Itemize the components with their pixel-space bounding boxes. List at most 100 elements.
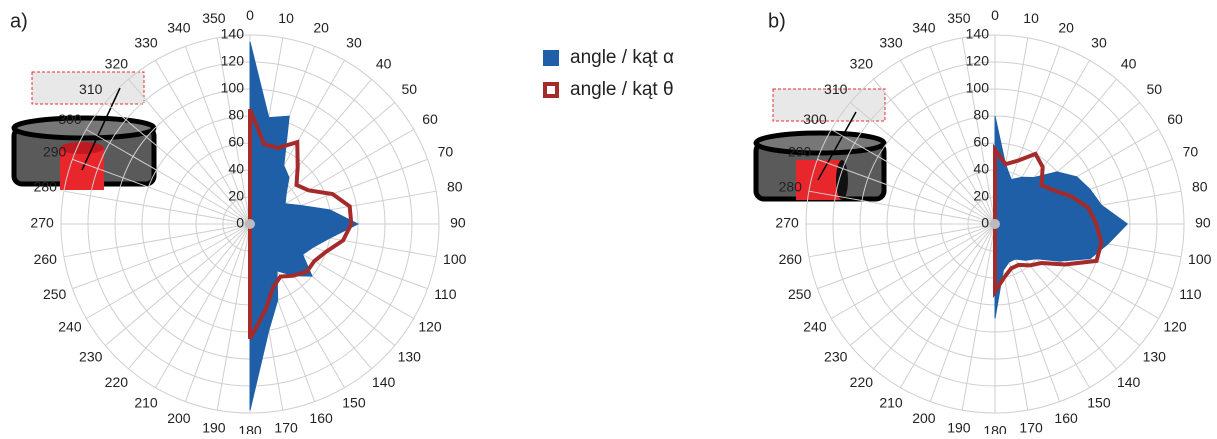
angle-label: 190 <box>202 419 226 434</box>
angle-label: 200 <box>912 410 936 426</box>
grid-spoke <box>929 223 996 402</box>
angle-label: 300 <box>58 111 82 127</box>
angle-label: 100 <box>443 251 467 267</box>
r-tick-label: 120 <box>966 53 990 69</box>
grid-spoke <box>961 37 996 225</box>
angle-label: 60 <box>422 111 438 127</box>
angle-label: 290 <box>788 144 812 160</box>
angle-label: 240 <box>803 319 827 335</box>
angle-label: 80 <box>447 179 463 195</box>
grid-spoke <box>216 37 251 225</box>
angle-label: 350 <box>947 10 971 26</box>
grid-spoke <box>86 223 251 319</box>
r-tick-label: 20 <box>228 188 244 204</box>
grid-spoke <box>961 223 996 411</box>
grid-spoke <box>184 46 251 225</box>
grid-spoke <box>63 223 251 258</box>
r-tick-label: 100 <box>221 80 245 96</box>
angle-label: 70 <box>438 144 454 160</box>
angle-label: 270 <box>775 215 799 231</box>
angle-label: 50 <box>401 81 417 97</box>
legend: angle / kąt α angle / kąt θ <box>543 47 674 100</box>
grid-spoke <box>104 223 251 346</box>
grid-spoke <box>72 223 251 290</box>
angle-label: 10 <box>1023 10 1039 26</box>
angle-label: 60 <box>1167 111 1183 127</box>
angle-label: 200 <box>167 410 191 426</box>
angle-label: 320 <box>105 55 129 71</box>
angle-label: 240 <box>58 319 82 335</box>
r-tick-label: 40 <box>228 161 244 177</box>
grid-spoke <box>72 158 251 225</box>
angle-label: 330 <box>134 35 158 51</box>
angle-label: 340 <box>167 19 191 35</box>
angle-label: 290 <box>43 144 67 160</box>
r-tick-label: 60 <box>973 134 989 150</box>
grid-spoke <box>873 78 996 225</box>
grid-spoke <box>873 223 996 370</box>
inset-a <box>11 71 157 190</box>
legend-label: angle / kąt θ <box>570 79 674 100</box>
angle-label: 190 <box>947 419 971 434</box>
grid-spoke <box>86 129 251 225</box>
angle-label: 280 <box>779 179 803 195</box>
angle-label: 170 <box>274 419 298 434</box>
angle-label: 70 <box>1183 144 1199 160</box>
angle-label: 160 <box>309 410 333 426</box>
angle-label: 150 <box>342 395 366 411</box>
angle-label: 300 <box>803 111 827 127</box>
grid-spoke <box>849 102 996 225</box>
r-tick-label: 140 <box>221 26 245 42</box>
angle-label: 260 <box>779 251 803 267</box>
angle-label: 220 <box>105 374 129 390</box>
grid-spoke <box>900 60 996 225</box>
grid-spoke <box>900 223 996 388</box>
angle-label: 40 <box>376 55 392 71</box>
angle-label: 160 <box>1054 410 1078 426</box>
r-tick-label: 20 <box>973 188 989 204</box>
angle-label: 100 <box>1188 251 1212 267</box>
grid-spoke <box>808 223 996 258</box>
angle-label: 340 <box>912 19 936 35</box>
legend-swatch <box>543 50 559 66</box>
angle-label: 130 <box>398 348 422 364</box>
series-area <box>994 115 1129 319</box>
panel-label: a) <box>10 10 28 32</box>
grid-spoke <box>128 223 251 370</box>
angle-label: 30 <box>1091 35 1107 51</box>
grid-spoke <box>155 223 251 388</box>
angle-label: 30 <box>346 35 362 51</box>
series-area <box>249 41 360 411</box>
angle-label: 110 <box>434 286 457 302</box>
grid-spoke <box>831 129 996 225</box>
angle-label: 130 <box>1143 348 1167 364</box>
grid-spoke <box>104 102 251 225</box>
center-dot <box>990 219 1000 229</box>
angle-label: 170 <box>1019 419 1043 434</box>
angle-label: 250 <box>788 286 812 302</box>
grid-spoke <box>831 223 996 319</box>
angle-label: 140 <box>1117 374 1141 390</box>
angle-label: 90 <box>450 215 466 231</box>
angle-label: 50 <box>1146 81 1162 97</box>
series-line <box>248 108 354 340</box>
grid-spoke <box>155 60 251 225</box>
angle-label: 180 <box>238 423 262 434</box>
r-tick-label: 40 <box>973 161 989 177</box>
angle-label: 140 <box>372 374 396 390</box>
angle-label: 90 <box>1195 215 1211 231</box>
angle-label: 220 <box>850 374 874 390</box>
r-tick-label: 80 <box>973 107 989 123</box>
angle-label: 320 <box>850 55 874 71</box>
angle-label: 280 <box>34 179 58 195</box>
angle-label: 40 <box>1121 55 1137 71</box>
angle-label: 310 <box>79 81 103 97</box>
angle-label: 350 <box>202 10 226 26</box>
angle-label: 250 <box>43 286 67 302</box>
angle-label: 330 <box>879 35 903 51</box>
angle-label: 210 <box>879 395 903 411</box>
grid-spoke <box>184 223 251 402</box>
angle-label: 270 <box>30 215 54 231</box>
